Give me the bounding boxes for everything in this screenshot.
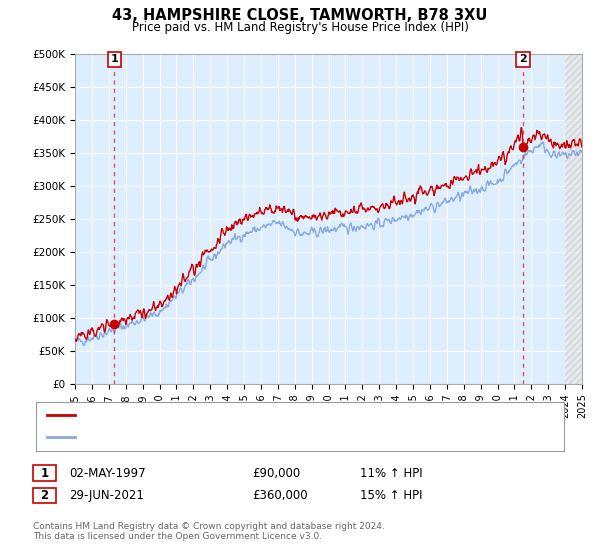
Text: 1: 1 [40,466,49,480]
Text: 2: 2 [40,489,49,502]
Text: £360,000: £360,000 [252,489,308,502]
Text: 02-MAY-1997: 02-MAY-1997 [69,466,146,480]
Text: Price paid vs. HM Land Registry's House Price Index (HPI): Price paid vs. HM Land Registry's House … [131,21,469,34]
Text: 43, HAMPSHIRE CLOSE, TAMWORTH, B78 3XU: 43, HAMPSHIRE CLOSE, TAMWORTH, B78 3XU [112,8,488,24]
Text: 15% ↑ HPI: 15% ↑ HPI [360,489,422,502]
Text: HPI: Average price, detached house, Tamworth: HPI: Average price, detached house, Tamw… [79,432,323,442]
Text: 2: 2 [519,54,527,64]
Text: 43, HAMPSHIRE CLOSE, TAMWORTH, B78 3XU (detached house): 43, HAMPSHIRE CLOSE, TAMWORTH, B78 3XU (… [79,410,411,420]
Text: 29-JUN-2021: 29-JUN-2021 [69,489,144,502]
Text: £90,000: £90,000 [252,466,300,480]
Text: 11% ↑ HPI: 11% ↑ HPI [360,466,422,480]
Text: 1: 1 [110,54,118,64]
Text: Contains HM Land Registry data © Crown copyright and database right 2024.
This d: Contains HM Land Registry data © Crown c… [33,522,385,542]
